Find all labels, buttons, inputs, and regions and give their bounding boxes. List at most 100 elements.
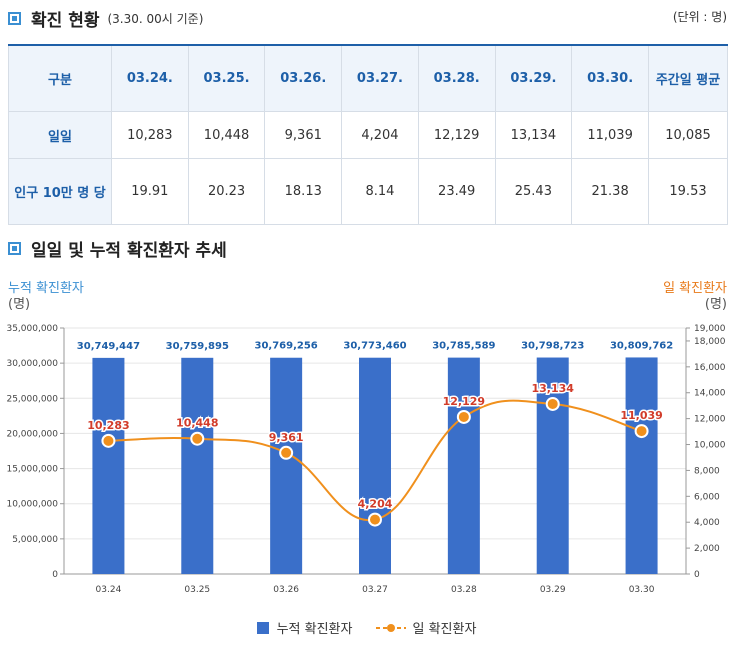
right-tick-label: 18,000 <box>694 337 726 347</box>
bar-label: 30,785,589 <box>432 341 495 352</box>
table-header-cell: 03.25. <box>187 44 266 112</box>
line-label: 10,283 <box>87 419 129 432</box>
section-bullet-icon <box>8 242 21 255</box>
line-point <box>456 409 471 424</box>
right-tick-label: 6,000 <box>694 492 720 502</box>
table-cell: 18.13 <box>264 158 343 225</box>
left-tick-label: 20,000,000 <box>6 429 58 439</box>
right-axis-title: 일 확진환자 <box>663 281 727 296</box>
bar <box>447 357 480 574</box>
x-tick-label: 03.25 <box>184 585 210 595</box>
table-cell: 10,085 <box>648 111 728 159</box>
line-label: 9,361 <box>269 431 304 444</box>
legend-label: 일 확진환자 <box>412 622 477 637</box>
line-label: 10,448 <box>176 417 218 430</box>
right-axis-unit: (명) <box>705 297 727 312</box>
trend-chart: 누적 확진환자(명)일 확진환자(명)05,000,00010,000,0001… <box>6 281 727 595</box>
bar-label: 30,798,723 <box>521 341 584 352</box>
line-label: 11,039 <box>620 409 662 422</box>
chart-legend: 누적 확진환자 일 확진환자 <box>0 618 733 637</box>
table-cell: 4,204 <box>341 111 419 159</box>
table-header-cell: 03.28. <box>417 44 496 112</box>
bar <box>270 357 303 574</box>
legend-item-daily: 일 확진환자 <box>376 618 476 637</box>
right-tick-label: 16,000 <box>694 363 726 373</box>
left-tick-label: 10,000,000 <box>6 500 58 510</box>
table-cell: 9,361 <box>264 111 343 159</box>
right-tick-label: 12,000 <box>694 415 726 425</box>
x-tick-label: 03.27 <box>362 585 388 595</box>
right-tick-label: 2,000 <box>694 544 720 554</box>
left-axis-unit: (명) <box>8 297 30 312</box>
right-tick-label: 0 <box>694 570 700 580</box>
bar-label: 30,759,895 <box>166 341 229 352</box>
section-bullet-icon <box>8 12 21 25</box>
right-tick-label: 8,000 <box>694 466 720 476</box>
unit-label: (단위 : 명) <box>672 10 727 24</box>
line-point <box>545 396 560 411</box>
table-row: 인구 10만 명 당 19.91 20.23 18.13 8.14 23.49 … <box>8 158 728 225</box>
left-tick-label: 5,000,000 <box>12 535 58 545</box>
legend-bar-swatch <box>256 621 269 634</box>
bar <box>359 357 391 574</box>
left-tick-label: 15,000,000 <box>6 465 58 475</box>
table-cell: 13,134 <box>494 111 573 159</box>
x-tick-label: 03.24 <box>96 585 122 595</box>
table-header-cell: 03.26. <box>264 44 343 112</box>
bar-label: 30,809,762 <box>610 340 673 351</box>
line-label: 13,134 <box>531 382 574 395</box>
bar-label: 30,749,447 <box>77 341 140 352</box>
bar <box>92 357 125 574</box>
line-point <box>279 445 294 460</box>
bar <box>625 357 658 574</box>
right-tick-label: 4,000 <box>694 518 720 528</box>
table-header-row: 구분 03.24. 03.25. 03.26. 03.27. 03.28. 03… <box>8 44 728 112</box>
line-point <box>634 424 649 439</box>
right-tick-label: 19,000 <box>694 324 726 334</box>
table-header-cell: 주간일 평균 <box>648 44 728 112</box>
section-title: 일일 및 누적 확진환자 추세 <box>31 241 227 261</box>
legend-label: 누적 확진환자 <box>276 622 353 637</box>
section-header-trend: 일일 및 누적 확진환자 추세 <box>8 236 227 261</box>
table-cell: 20.23 <box>187 158 266 225</box>
bar <box>536 357 569 574</box>
left-tick-label: 0 <box>52 570 58 580</box>
legend-item-cumulative: 누적 확진환자 <box>256 618 353 637</box>
x-tick-label: 03.29 <box>540 585 566 595</box>
table-header-cell: 03.29. <box>494 44 573 112</box>
section-title: 확진 현황 <box>31 11 100 31</box>
left-tick-label: 30,000,000 <box>6 359 58 369</box>
left-axis-title: 누적 확진환자 <box>8 281 84 296</box>
left-tick-label: 25,000,000 <box>6 394 58 404</box>
line-point <box>190 431 205 446</box>
line-label: 4,204 <box>358 498 393 511</box>
right-tick-label: 10,000 <box>694 441 726 451</box>
bar-label: 30,769,256 <box>255 341 318 352</box>
line-point <box>101 433 116 448</box>
table-header-cell: 03.27. <box>341 44 419 112</box>
x-tick-label: 03.28 <box>451 585 477 595</box>
legend-line-swatch <box>376 623 407 632</box>
left-tick-label: 35,000,000 <box>6 324 58 334</box>
bar <box>181 357 214 574</box>
table-cell: 10,448 <box>187 111 266 159</box>
right-tick-label: 14,000 <box>694 389 726 399</box>
line-label: 12,129 <box>443 395 485 408</box>
line-point <box>368 512 382 527</box>
section-header-status: 확진 현황 (3.30. 00시 기준) <box>8 6 203 31</box>
table-header-cell: 03.24. <box>111 44 189 112</box>
bar-label: 30,773,460 <box>343 341 406 352</box>
table-row: 일일 10,283 10,448 9,361 4,204 12,129 13,1… <box>8 111 728 159</box>
table-cell: 11,039 <box>571 111 649 159</box>
table-cell: 8.14 <box>341 158 419 225</box>
table-cell: 21.38 <box>571 158 649 225</box>
table-header-cell: 구분 <box>8 44 112 112</box>
table-cell: 25.43 <box>494 158 573 225</box>
table-cell: 10,283 <box>111 111 189 159</box>
table-cell: 19.53 <box>648 158 728 225</box>
table-cell: 19.91 <box>111 158 189 225</box>
section-subtitle: (3.30. 00시 기준) <box>107 12 204 26</box>
status-table: 구분 03.24. 03.25. 03.26. 03.27. 03.28. 03… <box>8 44 728 225</box>
table-header-cell: 03.30. <box>571 44 649 112</box>
row-label: 일일 <box>8 111 112 159</box>
